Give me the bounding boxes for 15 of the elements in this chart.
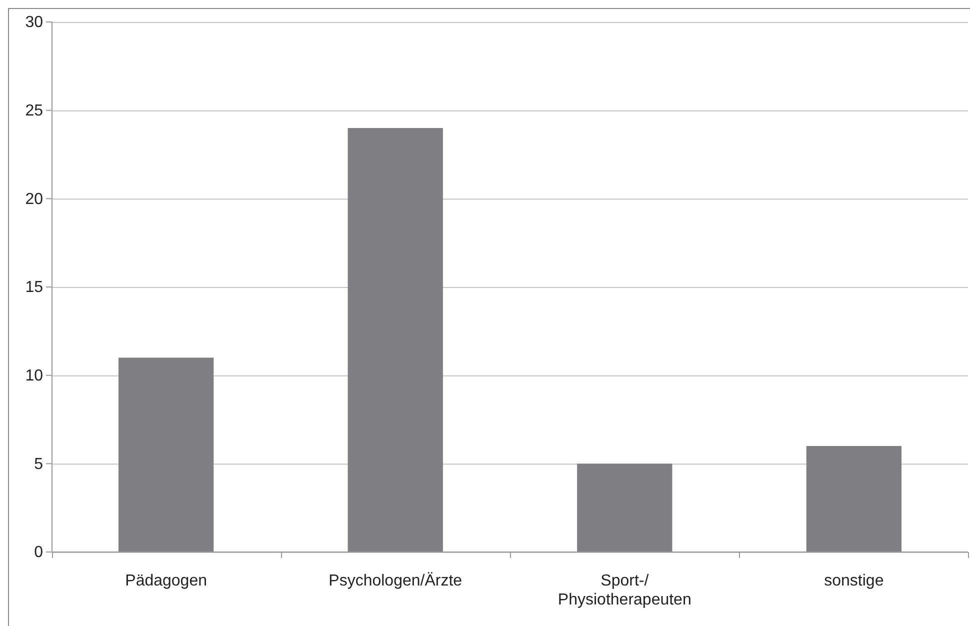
bar bbox=[577, 464, 672, 552]
y-tick-label: 30 bbox=[25, 14, 44, 32]
y-tick-label: 0 bbox=[34, 544, 44, 562]
x-tick-label: Sport-/Physiotherapeuten bbox=[558, 572, 692, 609]
bar bbox=[348, 128, 443, 552]
y-tick-label: 15 bbox=[25, 279, 44, 296]
bar bbox=[806, 446, 902, 552]
x-tick-label: sonstige bbox=[824, 572, 884, 590]
y-tick-label: 10 bbox=[25, 367, 44, 384]
y-tick-label: 5 bbox=[34, 456, 44, 473]
y-tick-label: 20 bbox=[25, 190, 44, 208]
x-tick-label: Psychologen/Ärzte bbox=[328, 571, 462, 590]
x-tick-label: Pädagogen bbox=[125, 572, 207, 590]
y-tick-label: 25 bbox=[25, 102, 44, 120]
bar bbox=[118, 358, 214, 552]
